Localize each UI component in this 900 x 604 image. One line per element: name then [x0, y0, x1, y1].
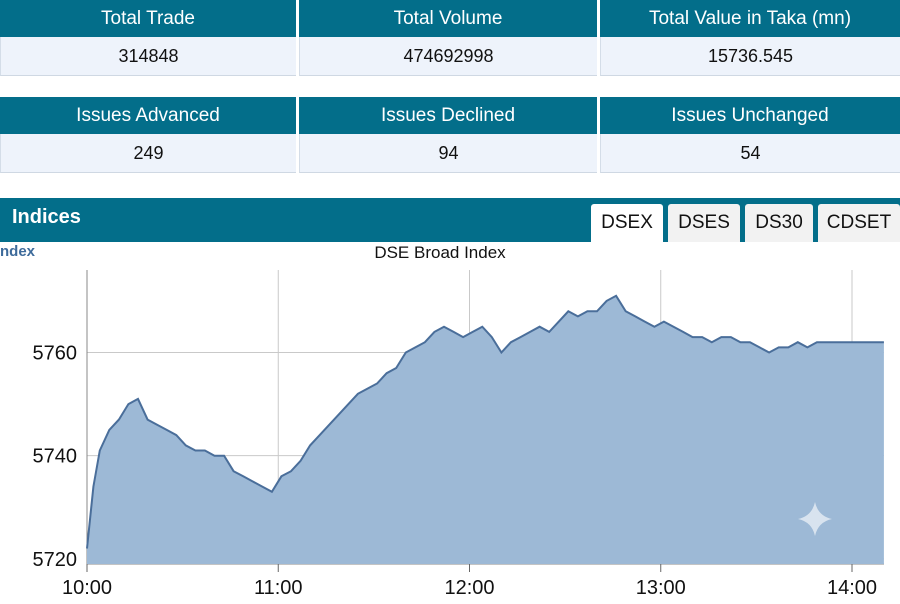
market-summary-table: Total Trade 314848 Total Volume 47469299…: [0, 0, 900, 76]
y-tick-label: 5760: [33, 343, 78, 365]
axis-ticks: 5720 5740 5760 10:00 11:00 12:00 13:00 14:00: [33, 343, 878, 599]
issues-advanced-column: Issues Advanced 249: [0, 97, 296, 173]
y-axis-label: ndex: [0, 243, 36, 260]
total-volume-value: 474692998: [299, 37, 597, 76]
y-tick-label: 5720: [33, 549, 78, 571]
total-trade-header: Total Trade: [0, 0, 296, 37]
total-trade-value: 314848: [0, 37, 296, 76]
issues-unchanged-value: 54: [600, 134, 900, 173]
x-tick-label: 10:00: [62, 577, 112, 599]
x-tick-label: 12:00: [444, 577, 494, 599]
x-tick-label: 13:00: [636, 577, 686, 599]
y-tick-label: 5740: [33, 446, 78, 468]
sparkle-icon: [798, 502, 832, 536]
issues-advanced-header: Issues Advanced: [0, 97, 296, 134]
total-value-value: 15736.545: [600, 37, 900, 76]
x-tick-label: 11:00: [254, 577, 303, 599]
total-trade-column: Total Trade 314848: [0, 0, 296, 76]
issues-advanced-value: 249: [0, 134, 296, 173]
index-chart: 5720 5740 5760 10:00 11:00 12:00 13:00 14:00: [33, 270, 884, 599]
issues-declined-value: 94: [299, 134, 597, 173]
tab-dsex[interactable]: DSEX: [591, 204, 663, 242]
index-area: [87, 295, 884, 564]
issues-unchanged-header: Issues Unchanged: [600, 97, 900, 134]
issues-summary-table: Issues Advanced 249 Issues Declined 94 I…: [0, 97, 900, 173]
tab-cdset[interactable]: CDSET: [818, 204, 900, 242]
chart-title: DSE Broad Index: [374, 243, 506, 262]
tab-dses[interactable]: DSES: [668, 204, 740, 242]
total-value-column: Total Value in Taka (mn) 15736.545: [600, 0, 900, 76]
issues-unchanged-column: Issues Unchanged 54: [600, 97, 900, 173]
issues-declined-column: Issues Declined 94: [299, 97, 597, 173]
total-volume-column: Total Volume 474692998: [299, 0, 597, 76]
issues-declined-header: Issues Declined: [299, 97, 597, 134]
indices-title: Indices: [12, 206, 81, 228]
tab-ds30[interactable]: DS30: [745, 204, 813, 242]
index-line: [86, 294, 884, 549]
total-volume-header: Total Volume: [299, 0, 597, 37]
total-value-header: Total Value in Taka (mn): [600, 0, 900, 37]
x-tick-label: 14:00: [827, 577, 877, 599]
indices-header-bar: Indices DSEX DSES DS30 CDSET: [0, 198, 900, 242]
